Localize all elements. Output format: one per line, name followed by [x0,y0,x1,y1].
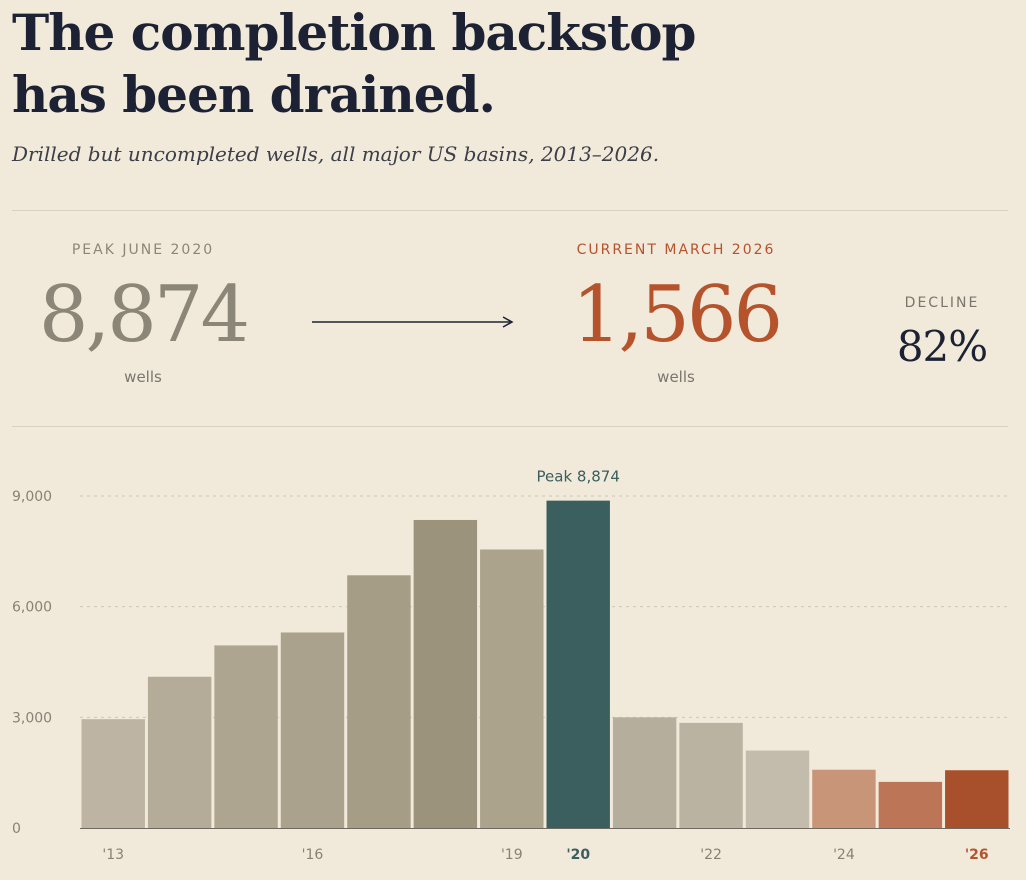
bar-2014 [147,676,212,828]
current-label: CURRENT MARCH 2026 [576,242,776,258]
divider-top [12,210,1008,211]
bar-chart: 0 3,000 6,000 9,000 '13 '16 '19 '20 '22 '24 '26 Pea… [12,468,1010,863]
y-tick-label: 0 [12,821,21,837]
y-tick-label: 6,000 [12,600,52,616]
bar-2016 [280,632,345,828]
x-tick-label: '19 [501,847,523,863]
bar-2018 [413,519,478,828]
x-tick-label: '24 [833,847,855,863]
bar-2020 [546,500,610,828]
arrow-right-icon [312,316,514,328]
y-tick-label: 3,000 [12,710,52,726]
x-tick-label: '16 [302,847,324,863]
bar-2026 [945,770,1009,828]
bar-2013 [81,719,145,828]
bar-2024 [812,769,876,828]
x-tick-label: '22 [700,847,722,863]
bar-2017 [347,575,411,828]
current-unit: wells [657,368,695,386]
y-tick-label: 9,000 [12,489,52,505]
bar-2023 [745,750,810,828]
peak-value: 8,874 [38,270,250,360]
decline-value: 82% [896,322,988,371]
subtitle: Drilled but uncompleted wells, all major… [12,142,660,166]
decline-label: DECLINE [904,295,980,311]
bar-2019 [480,549,544,828]
current-value: 1,566 [571,270,783,360]
divider-bottom [12,426,1008,427]
bar-2022 [679,722,743,828]
x-tick-label: '20 [566,847,590,863]
peak-annotation: Peak 8,874 [537,468,620,486]
peak-label: PEAK JUNE 2020 [71,242,215,258]
bar-2025 [878,781,943,828]
peak-unit: wells [124,368,162,386]
bar-2021 [612,717,677,828]
x-tick-label: '26 [965,847,989,863]
title-line-1: The completion backstop [12,3,696,62]
bar-2015 [214,645,278,828]
title-line-2: has been drained. [12,65,496,124]
page-title: The completion backstop has been drained… [12,2,696,126]
x-tick-label: '13 [102,847,124,863]
